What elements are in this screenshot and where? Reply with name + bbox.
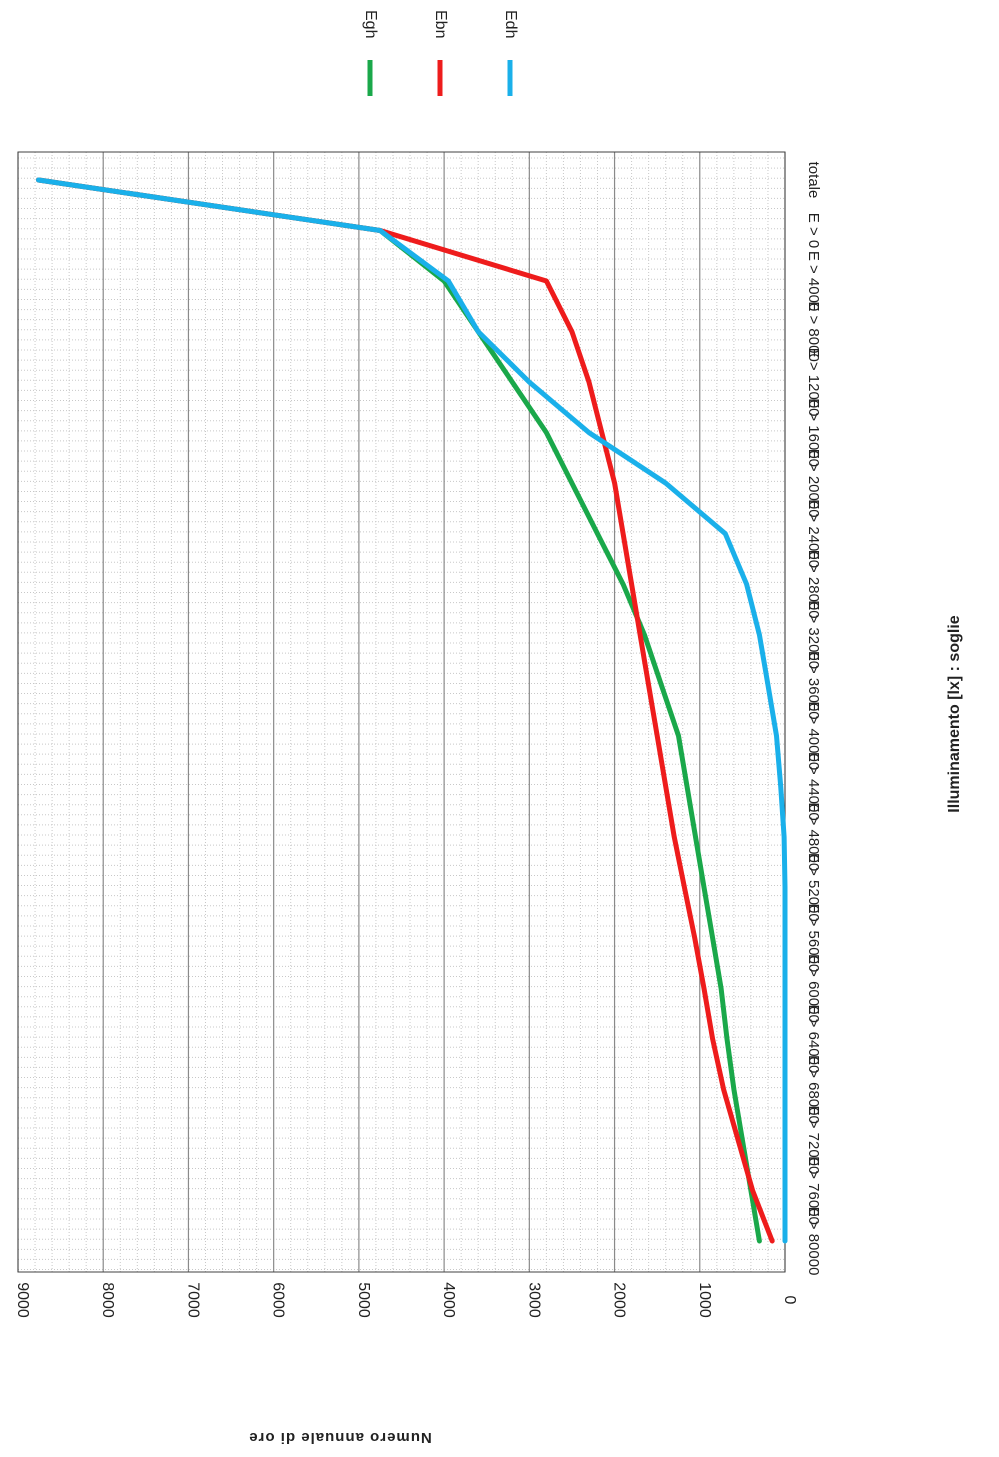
x-axis-title: Illuminamento [lx] : soglie [946, 615, 963, 812]
legend-label: Egh [362, 10, 379, 38]
value-tick-label: 5000 [355, 1282, 372, 1318]
value-tick-label: 2000 [611, 1282, 628, 1318]
series-line-egh [36, 177, 762, 1244]
series-lines [36, 177, 788, 1244]
category-tick-label: E > 64000 [805, 1004, 822, 1073]
category-tick-label: E > 52000 [805, 853, 822, 922]
legend: Egh Ebn Edh [362, 10, 519, 96]
value-tick-label: 3000 [525, 1282, 542, 1318]
legend-label: Edh [502, 10, 519, 38]
value-tick-label: 1000 [696, 1282, 713, 1318]
category-tick-label: E > 76000 [805, 1156, 822, 1225]
category-tick-label: E > 4000 [805, 251, 822, 311]
category-tick-label: E > 56000 [805, 903, 822, 972]
category-tick-label: E > 36000 [805, 651, 822, 720]
category-tick-label: E > 48000 [805, 802, 822, 871]
value-tick-label: 0 [781, 1296, 798, 1305]
y-axis-title: Numero annuale di ore [248, 1429, 432, 1446]
value-tick-labels: 0 1000 2000 3000 4000 5000 6000 7000 8000 9000 [14, 1282, 798, 1318]
category-tick-label: E > 16000 [805, 398, 822, 467]
category-tick-label: E > 60000 [805, 954, 822, 1023]
category-tick-label: E > 32000 [805, 600, 822, 669]
category-tick-label: E > 0 [805, 213, 822, 248]
value-tick-label: 7000 [184, 1282, 201, 1318]
category-tick-label: totale [805, 162, 822, 199]
value-tick-label: 8000 [99, 1282, 116, 1318]
category-tick-label: E > 72000 [805, 1106, 822, 1175]
category-tick-label: E > 12000 [805, 348, 822, 417]
category-tick-label: E > 20000 [805, 449, 822, 518]
category-tick-label: E > 80000 [805, 1207, 822, 1276]
value-tick-label: 6000 [270, 1282, 287, 1318]
category-tick-label: E > 8000 [805, 301, 822, 361]
category-tick-label: E > 28000 [805, 550, 822, 619]
category-tick-label: E > 44000 [805, 752, 822, 821]
minor-grid [18, 152, 785, 1272]
plot-frame [17, 151, 786, 1273]
category-tick-label: E > 68000 [805, 1055, 822, 1124]
series-line-ebn [36, 177, 775, 1244]
category-tick-label: E > 40000 [805, 701, 822, 770]
series-line-edh [36, 177, 788, 1244]
category-tick-label: E > 24000 [805, 499, 822, 568]
plot-area [17, 151, 788, 1273]
legend-label: Ebn [432, 10, 449, 38]
value-tick-label: 9000 [14, 1282, 31, 1318]
value-tick-label: 4000 [440, 1282, 457, 1318]
